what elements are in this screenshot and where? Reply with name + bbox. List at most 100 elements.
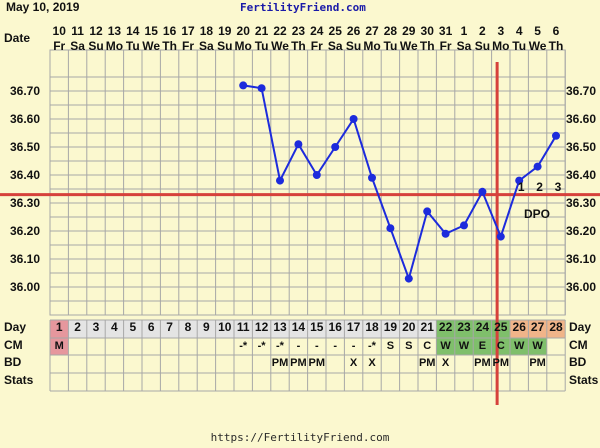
weekday-label: We (142, 39, 160, 53)
weekday-label: Mo (492, 39, 509, 53)
cycle-day-number: 14 (292, 320, 306, 334)
temperature-point[interactable] (533, 162, 542, 171)
temperature-point[interactable] (496, 232, 505, 241)
temperature-point[interactable] (239, 81, 248, 90)
cm-value: W (514, 340, 525, 352)
temperature-point[interactable] (552, 131, 560, 140)
y-tick-label-right: 36.00 (566, 280, 596, 294)
date-number: 22 (273, 24, 287, 38)
temperature-point[interactable] (441, 229, 450, 238)
temperature-point[interactable] (312, 171, 321, 179)
dpo-number: 1 (518, 180, 525, 194)
date-number: 17 (181, 24, 195, 38)
weekday-label: Su (88, 39, 103, 53)
day-cell-bg (326, 320, 345, 338)
weekday-label: Tu (255, 39, 269, 53)
temperature-point[interactable] (423, 207, 432, 216)
cycle-day-number: 16 (329, 320, 343, 334)
temperature-point[interactable] (276, 176, 284, 185)
cm-value: - (315, 340, 319, 352)
y-tick-label: 36.40 (10, 168, 40, 182)
bd-value: PM (493, 357, 510, 369)
y-tick-label-right: 36.70 (566, 84, 596, 98)
temperature-point[interactable] (331, 143, 340, 151)
cm-fertile-bg (454, 338, 474, 355)
cm-value: C (497, 340, 505, 352)
weekday-label: Tu (384, 39, 398, 53)
weekday-label: Th (549, 39, 564, 53)
date-number: 2 (479, 24, 486, 38)
stats-row-label-right: Stats (569, 373, 599, 387)
cycle-day-number: 12 (255, 320, 269, 334)
day-cell-bg (105, 320, 124, 338)
temperature-point[interactable] (368, 173, 376, 182)
date-number: 27 (365, 24, 379, 38)
date-number: 1 (461, 24, 468, 38)
cycle-day-number: 19 (384, 320, 398, 334)
weekday-label: Su (475, 39, 490, 53)
y-tick-label-right: 36.30 (566, 196, 596, 210)
temperature-point[interactable] (478, 187, 487, 196)
cycle-day-number: 28 (549, 320, 563, 334)
day-cell-bg (454, 320, 474, 338)
day-cell-bg (289, 320, 308, 338)
temperature-point[interactable] (515, 176, 524, 185)
footer-url[interactable]: https://FertilityFriend.com (211, 431, 390, 444)
day-cell-bg (510, 320, 529, 338)
temperature-point[interactable] (257, 84, 266, 93)
day-cell-bg (399, 320, 418, 338)
temperature-point[interactable] (404, 274, 413, 283)
day-cell-bg (142, 320, 161, 338)
cm-value: -* (239, 340, 248, 352)
temperature-point[interactable] (349, 115, 358, 123)
cycle-day-number: 27 (531, 320, 545, 334)
temperature-point[interactable] (386, 224, 395, 233)
cycle-day-number: 15 (310, 320, 324, 334)
date-number: 24 (310, 24, 324, 38)
cycle-day-number: 11 (237, 320, 250, 334)
y-tick-label: 36.70 (10, 84, 40, 98)
temperature-line (243, 84, 557, 282)
day-cell-bg (270, 320, 290, 338)
cycle-day-number: 25 (494, 320, 508, 334)
bd-value: PM (272, 357, 289, 369)
temperature-point[interactable] (294, 140, 303, 149)
cm-value: W (459, 340, 470, 352)
y-tick-label-right: 36.50 (566, 140, 596, 154)
site-title[interactable]: FertilityFriend.com (240, 1, 366, 14)
date-number: 25 (329, 24, 343, 38)
date-number: 20 (237, 24, 251, 38)
date-number: 21 (255, 24, 269, 38)
dpo-label: DPO (524, 207, 550, 221)
date-number: 16 (163, 24, 177, 38)
day-cell-bg (528, 320, 547, 338)
cm-value: - (333, 340, 337, 352)
day-cell-bg (215, 320, 234, 338)
cm-value: -* (258, 340, 267, 352)
bd-row-label: BD (4, 355, 22, 369)
cm-menses-bg (50, 338, 69, 355)
cm-value: S (405, 340, 412, 352)
date-number: 6 (553, 24, 560, 38)
weekday-label: Mo (363, 39, 380, 53)
cm-value: W (532, 340, 543, 352)
day-cell-bg (546, 320, 566, 338)
date-row-label: Date (4, 31, 30, 45)
date-number: 30 (421, 24, 435, 38)
cm-value: E (479, 340, 486, 352)
weekday-label: Sa (70, 39, 85, 53)
cycle-day-number: 13 (273, 320, 287, 334)
cycle-day-number: 10 (218, 320, 232, 334)
weekday-label: Su (217, 39, 232, 53)
date-number: 10 (53, 24, 67, 38)
y-tick-label-right: 36.10 (566, 252, 596, 266)
date-number: 23 (292, 24, 306, 38)
date-number: 26 (347, 24, 361, 38)
cycle-day-number: 24 (476, 320, 490, 334)
date-number: 4 (516, 24, 523, 38)
weekday-label: We (529, 39, 547, 53)
date-number: 19 (218, 24, 232, 38)
temperature-point[interactable] (460, 221, 468, 230)
weekday-label: Th (420, 39, 435, 53)
